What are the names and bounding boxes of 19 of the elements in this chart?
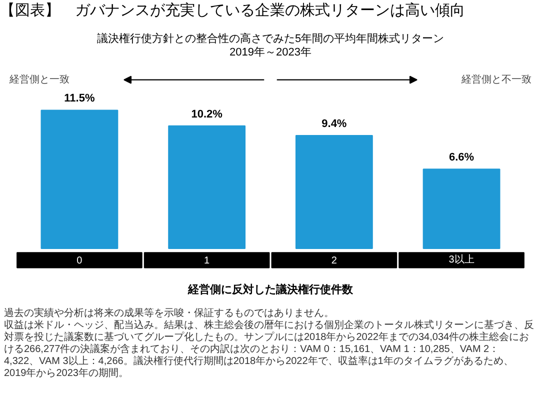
text: 経営側と不一致	[460, 73, 532, 86]
x-axis-title: 経営側に反対した議決権行使件数	[187, 282, 354, 296]
text: 過去の実績や分析は将来の成果等を示唆・保証するものではありません。	[4, 308, 335, 320]
data-label: 9.4%	[322, 118, 347, 130]
bar	[40, 110, 118, 249]
bar	[422, 168, 500, 249]
x-tick-label: 1	[204, 256, 210, 267]
bar	[295, 134, 373, 249]
data-label: 11.5%	[64, 92, 95, 105]
data-label: 6.6%	[449, 152, 474, 164]
x-tick-label: 2	[331, 256, 338, 267]
data-label: 10.2%	[191, 108, 223, 120]
x-tick-label: 0	[76, 256, 83, 267]
chart-title: 【図表】 ガバナンスが充実している企業の株式リターンは高い傾向	[0, 1, 465, 21]
bar	[168, 125, 246, 249]
text: 経営側と一致	[8, 73, 70, 86]
x-tick-label: 3以上	[448, 254, 474, 266]
text: 収益は米ドル・ヘッジ、配当込み。結果は、株主総会後の暦年における個別企業のトータル株式リターンに基づき、反対票を投じた議案数に基づいてグループ化したもの。サンプルには2018年から2022年までの34,034件の株主総会における266,277件の決議案が含まれており、その内訳は次のとおり：VAM 0：15,161、VAM 1：10,285、VAM 2：4,322、VAM 3以上：4,266。議決権行使代行期間は2018年から2022年で、収益率は1年のタイムラグがあるため、2019年から2023年の期間。	[4, 320, 534, 380]
chart-subtitle: 議決権行使方針との整合性の高さでみた5年間の平均年間株式リターン 2019年～2023年	[96, 32, 444, 59]
